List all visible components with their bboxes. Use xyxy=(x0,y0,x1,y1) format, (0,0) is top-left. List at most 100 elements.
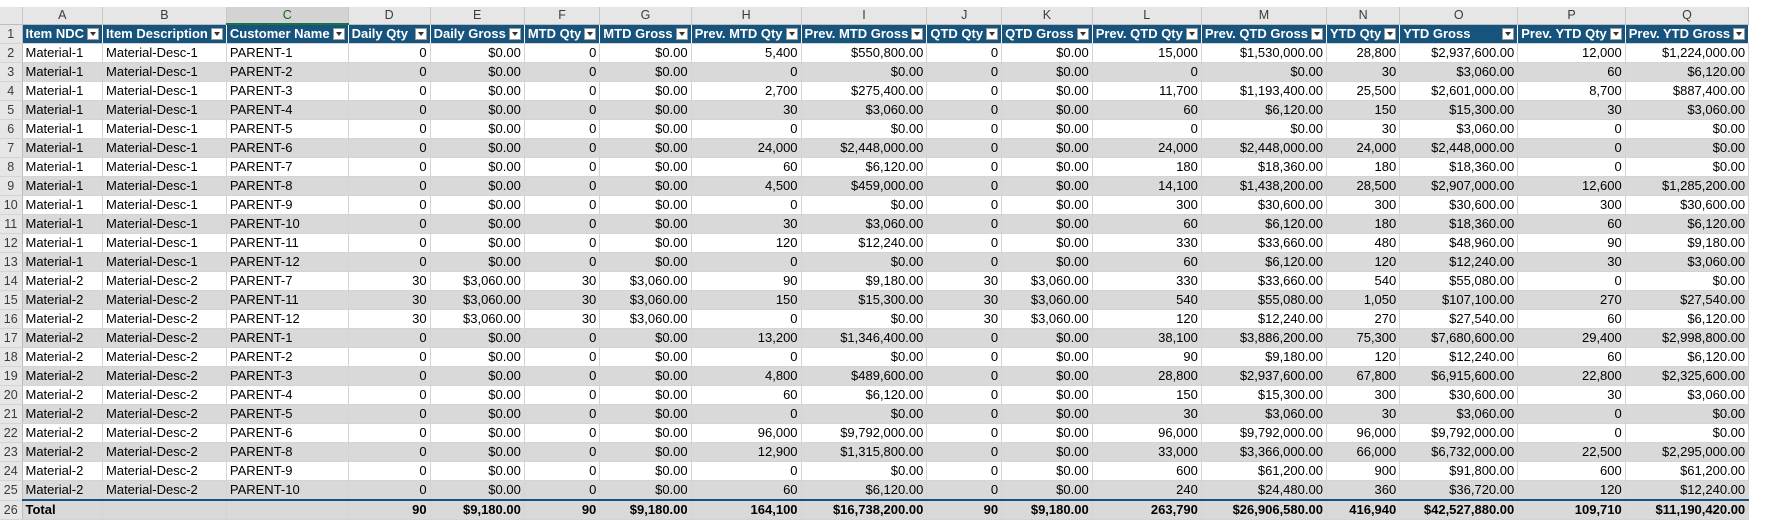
table-cell[interactable]: 330 xyxy=(1092,233,1202,253)
table-cell[interactable]: $0.00 xyxy=(1201,62,1327,82)
table-cell[interactable]: $0.00 xyxy=(430,404,525,424)
table-header-cell[interactable]: Prev. MTD Gross xyxy=(801,24,928,44)
table-cell[interactable]: $0.00 xyxy=(1625,119,1750,139)
table-cell[interactable]: PARENT-12 xyxy=(226,252,349,272)
row-number[interactable]: 17 xyxy=(0,328,23,348)
table-cell[interactable]: 25,500 xyxy=(1326,81,1401,101)
table-cell[interactable]: $18,360.00 xyxy=(1201,157,1327,177)
table-header-cell[interactable]: Prev. QTD Gross xyxy=(1201,24,1327,44)
table-cell[interactable]: PARENT-5 xyxy=(226,119,349,139)
table-cell[interactable]: $0.00 xyxy=(430,176,525,196)
table-cell[interactable]: $0.00 xyxy=(1001,119,1093,139)
table-cell[interactable]: 0 xyxy=(348,423,431,443)
column-header-d[interactable]: D xyxy=(348,7,431,25)
table-cell[interactable]: $30,600.00 xyxy=(1399,385,1519,405)
table-cell[interactable]: $0.00 xyxy=(801,119,928,139)
table-cell[interactable]: 0 xyxy=(926,157,1003,177)
table-cell[interactable]: Material-Desc-1 xyxy=(102,214,227,234)
row-number[interactable]: 5 xyxy=(0,100,23,120)
table-cell[interactable]: 0 xyxy=(348,252,431,272)
table-cell[interactable]: 0 xyxy=(348,404,431,424)
table-cell[interactable]: $0.00 xyxy=(599,328,692,348)
table-cell[interactable]: Material-1 xyxy=(22,62,104,82)
row-number[interactable]: 1 xyxy=(0,24,23,44)
table-cell[interactable]: $9,180.00 xyxy=(801,271,928,291)
table-cell[interactable]: 0 xyxy=(1517,157,1626,177)
table-cell[interactable]: 5,400 xyxy=(691,43,802,63)
table-cell[interactable]: 30 xyxy=(348,309,431,329)
total-cell[interactable] xyxy=(102,499,227,520)
select-all-corner[interactable] xyxy=(0,7,23,25)
table-cell[interactable]: $0.00 xyxy=(1001,347,1093,367)
row-number[interactable]: 14 xyxy=(0,271,23,291)
table-cell[interactable]: Material-2 xyxy=(22,385,104,405)
total-cell[interactable]: 164,100 xyxy=(691,499,802,520)
table-header-cell[interactable]: MTD Qty xyxy=(524,24,601,44)
table-cell[interactable]: 30 xyxy=(1326,404,1401,424)
table-header-cell[interactable]: Prev. YTD Qty xyxy=(1517,24,1626,44)
table-cell[interactable]: 0 xyxy=(524,480,601,501)
table-cell[interactable]: 0 xyxy=(348,214,431,234)
table-cell[interactable]: 300 xyxy=(1326,195,1401,215)
row-number[interactable]: 24 xyxy=(0,461,23,481)
table-cell[interactable]: Material-Desc-2 xyxy=(102,328,227,348)
table-cell[interactable]: 0 xyxy=(926,423,1003,443)
table-cell[interactable]: $0.00 xyxy=(599,442,692,462)
table-cell[interactable]: $0.00 xyxy=(1001,423,1093,443)
table-cell[interactable]: 0 xyxy=(926,404,1003,424)
table-cell[interactable]: Material-Desc-2 xyxy=(102,480,227,501)
table-cell[interactable]: 30 xyxy=(926,290,1003,310)
table-cell[interactable]: PARENT-9 xyxy=(226,461,349,481)
table-cell[interactable]: $0.00 xyxy=(1001,480,1093,501)
table-cell[interactable]: 0 xyxy=(1092,62,1202,82)
table-cell[interactable]: PARENT-5 xyxy=(226,404,349,424)
row-number[interactable]: 6 xyxy=(0,119,23,139)
table-cell[interactable]: 240 xyxy=(1092,480,1202,501)
table-cell[interactable]: 0 xyxy=(348,81,431,101)
total-cell[interactable]: $9,180.00 xyxy=(1001,499,1093,520)
table-cell[interactable]: $0.00 xyxy=(801,461,928,481)
table-cell[interactable]: $0.00 xyxy=(430,252,525,272)
table-cell[interactable]: $3,366,000.00 xyxy=(1201,442,1327,462)
table-header-cell[interactable]: QTD Qty xyxy=(926,24,1003,44)
row-number[interactable]: 22 xyxy=(0,423,23,443)
table-cell[interactable]: 33,000 xyxy=(1092,442,1202,462)
filter-dropdown-icon[interactable] xyxy=(785,27,798,40)
table-cell[interactable]: Material-Desc-1 xyxy=(102,81,227,101)
table-cell[interactable]: $275,400.00 xyxy=(801,81,928,101)
table-cell[interactable]: PARENT-8 xyxy=(226,442,349,462)
table-cell[interactable]: 38,100 xyxy=(1092,328,1202,348)
table-cell[interactable]: Material-Desc-1 xyxy=(102,62,227,82)
table-cell[interactable]: 0 xyxy=(524,43,601,63)
table-cell[interactable]: 0 xyxy=(926,328,1003,348)
table-cell[interactable]: 0 xyxy=(524,404,601,424)
table-cell[interactable]: $1,530,000.00 xyxy=(1201,43,1327,63)
table-cell[interactable]: $0.00 xyxy=(1001,461,1093,481)
table-cell[interactable]: Material-Desc-1 xyxy=(102,252,227,272)
table-cell[interactable]: $33,660.00 xyxy=(1201,233,1327,253)
table-cell[interactable]: $0.00 xyxy=(801,309,928,329)
table-cell[interactable]: 22,800 xyxy=(1517,366,1626,386)
total-cell[interactable]: 90 xyxy=(348,499,431,520)
table-cell[interactable]: PARENT-4 xyxy=(226,385,349,405)
table-cell[interactable]: 29,400 xyxy=(1517,328,1626,348)
table-header-cell[interactable]: QTD Gross xyxy=(1001,24,1093,44)
table-cell[interactable]: Material-Desc-2 xyxy=(102,385,227,405)
table-cell[interactable]: Material-Desc-1 xyxy=(102,100,227,120)
table-cell[interactable]: 0 xyxy=(691,347,802,367)
row-number[interactable]: 12 xyxy=(0,233,23,253)
table-cell[interactable]: 150 xyxy=(1326,100,1401,120)
table-cell[interactable]: $6,120.00 xyxy=(1625,62,1750,82)
table-cell[interactable]: 0 xyxy=(348,328,431,348)
table-cell[interactable]: Material-1 xyxy=(22,81,104,101)
table-cell[interactable]: $3,060.00 xyxy=(1001,309,1093,329)
table-cell[interactable]: $6,120.00 xyxy=(801,157,928,177)
table-cell[interactable]: Material-Desc-2 xyxy=(102,442,227,462)
table-header-cell[interactable]: Customer Name xyxy=(226,24,349,44)
table-cell[interactable]: 180 xyxy=(1092,157,1202,177)
total-cell[interactable]: Total xyxy=(22,499,104,520)
table-cell[interactable]: $2,937,600.00 xyxy=(1399,43,1519,63)
table-cell[interactable]: PARENT-3 xyxy=(226,366,349,386)
table-cell[interactable]: $27,540.00 xyxy=(1625,290,1750,310)
filter-dropdown-icon[interactable] xyxy=(414,27,427,40)
